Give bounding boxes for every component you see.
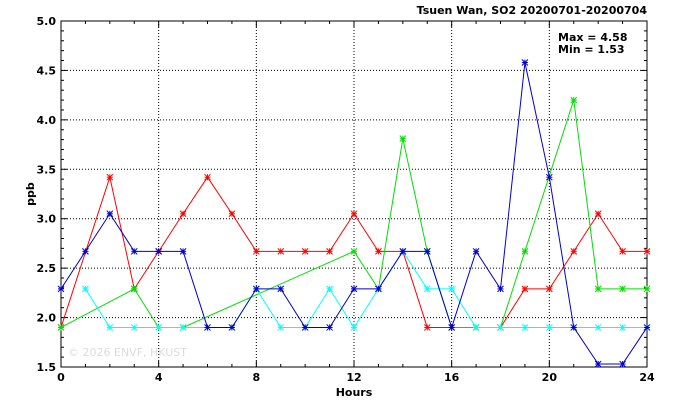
grid xyxy=(61,21,647,367)
data-point xyxy=(521,247,529,255)
series-group xyxy=(57,59,651,368)
data-point xyxy=(545,285,553,293)
data-point xyxy=(594,360,602,368)
watermark: © 2026 ENVF, HKUST xyxy=(68,346,187,359)
data-point xyxy=(594,324,602,331)
data-point xyxy=(326,285,333,293)
data-point xyxy=(301,247,309,255)
data-point xyxy=(204,173,211,181)
data-point xyxy=(423,324,431,331)
data-point xyxy=(82,247,89,255)
data-point xyxy=(570,247,578,255)
x-tick-label: 12 xyxy=(346,371,361,384)
y-tick-label: 4.5 xyxy=(37,64,57,77)
data-point xyxy=(448,324,456,331)
x-tick-label: 4 xyxy=(155,371,163,384)
x-axis-title: Hours xyxy=(336,386,373,399)
data-point xyxy=(106,324,114,331)
y-tick-label: 5.0 xyxy=(37,15,57,28)
y-tick-label: 2.0 xyxy=(37,312,57,325)
data-point xyxy=(130,324,138,331)
data-point xyxy=(350,210,358,218)
y-tick-label: 3.0 xyxy=(37,213,57,226)
data-point xyxy=(204,324,211,331)
x-tick-label: 24 xyxy=(639,371,655,384)
data-point xyxy=(399,247,407,255)
data-point xyxy=(521,285,529,293)
data-point xyxy=(228,324,236,331)
data-point xyxy=(228,210,236,218)
x-tick-label: 16 xyxy=(444,371,460,384)
data-point xyxy=(545,173,553,181)
data-point xyxy=(545,324,553,331)
data-point xyxy=(106,210,114,218)
data-point xyxy=(570,324,578,331)
x-tick-label: 20 xyxy=(542,371,558,384)
data-point xyxy=(130,247,138,255)
data-point xyxy=(155,324,163,331)
data-point xyxy=(130,285,138,293)
data-point xyxy=(619,285,626,293)
data-point xyxy=(497,324,504,331)
data-point xyxy=(277,324,285,331)
data-point xyxy=(399,135,407,142)
data-point xyxy=(497,285,504,293)
data-point xyxy=(106,173,114,181)
data-point xyxy=(350,247,358,255)
data-point xyxy=(594,285,602,293)
data-point xyxy=(301,324,309,331)
chart-title: Tsuen Wan, SO2 20200701-20200704 xyxy=(417,4,648,17)
data-point xyxy=(277,247,285,255)
data-point xyxy=(570,96,578,104)
data-point xyxy=(375,285,382,293)
series-line xyxy=(84,250,647,329)
data-point xyxy=(82,285,89,293)
data-point xyxy=(472,247,480,255)
data-point xyxy=(350,324,358,331)
data-point xyxy=(423,247,431,255)
data-point xyxy=(643,247,651,255)
y-tick-label: 1.5 xyxy=(37,361,57,374)
y-tick-label: 3.5 xyxy=(37,163,57,176)
data-point xyxy=(619,360,626,368)
y-tick-label: 4.0 xyxy=(37,114,57,127)
x-tick-label: 8 xyxy=(253,371,261,384)
max-annotation: Max = 4.58 xyxy=(558,31,627,44)
data-point xyxy=(277,285,285,293)
y-tick-label: 2.5 xyxy=(37,262,57,275)
data-point xyxy=(179,210,187,218)
data-point xyxy=(521,324,529,331)
data-point xyxy=(326,247,333,255)
series-line xyxy=(60,175,647,328)
data-point xyxy=(594,210,602,218)
axes: 0 4 8 12 16 20 24 1.5 2.0 2.5 3.0 3.5 4.0 4.5 5.0 xyxy=(37,15,655,384)
data-point xyxy=(521,59,529,66)
data-point xyxy=(179,247,187,255)
data-point xyxy=(643,285,651,293)
data-point xyxy=(57,285,65,293)
data-point xyxy=(252,247,260,255)
data-point xyxy=(179,324,187,331)
data-point xyxy=(423,285,431,293)
data-point xyxy=(643,324,651,331)
data-point xyxy=(350,285,358,293)
y-axis-title: ppb xyxy=(24,182,37,206)
data-point xyxy=(155,247,163,255)
x-tick-label: 0 xyxy=(57,371,65,384)
min-annotation: Min = 1.53 xyxy=(558,43,625,56)
data-point xyxy=(375,247,382,255)
data-point xyxy=(472,324,480,331)
series-4 xyxy=(57,59,651,368)
data-point xyxy=(619,247,626,255)
data-point xyxy=(326,324,333,331)
data-point xyxy=(448,285,456,293)
data-point xyxy=(619,324,626,331)
data-point xyxy=(252,285,260,293)
data-point xyxy=(57,324,65,331)
